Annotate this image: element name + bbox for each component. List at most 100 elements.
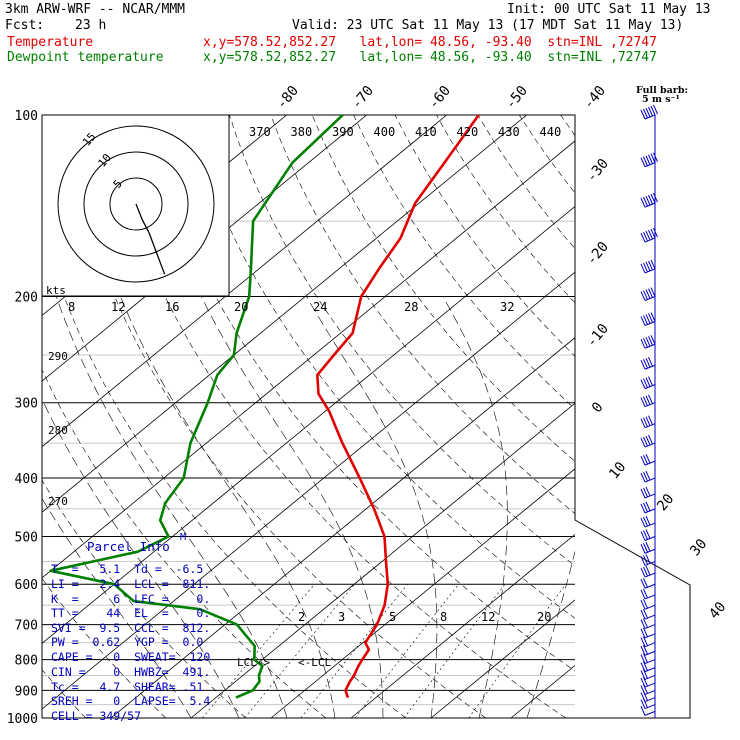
pressure-tick-label: 1000 — [7, 712, 38, 727]
isotherm-label: -50 — [503, 83, 532, 113]
wind-barb-flag — [643, 627, 648, 637]
frame-outline — [41, 114, 691, 719]
dewpoint-line — [49, 114, 344, 699]
wind-barb-flag — [643, 516, 648, 527]
wind-barb-flag — [643, 555, 648, 565]
temperature-legend-info: x,y=578.52,852.27 lat,lon= 48.56, -93.40… — [203, 35, 657, 50]
isotherm-line — [510, 665, 575, 719]
wind-barb-flag — [640, 567, 646, 578]
theta-label: 410 — [415, 125, 437, 139]
hodo-speed-label: 32 — [500, 300, 514, 314]
wind-barb — [640, 565, 656, 578]
isotherm-line — [430, 599, 575, 719]
wind-barb-flag — [640, 109, 646, 120]
wind-barb-flag — [640, 579, 646, 589]
wind-barb-flag — [640, 397, 646, 407]
dry-adiabat-line — [0, 115, 6, 718]
wind-barb — [640, 542, 656, 554]
hodograph-trace — [135, 203, 166, 275]
dry-adiabat-line — [643, 115, 740, 718]
wind-barb-flag — [643, 315, 648, 325]
pressure-tick-label: 300 — [15, 397, 38, 412]
wind-barb — [640, 501, 656, 514]
wind-barb-flag — [643, 661, 648, 671]
marker-label: M — [180, 532, 186, 543]
dry-adiabat-line — [42, 368, 326, 719]
dry-adiabat-line — [42, 226, 406, 719]
hodo-speed-label: 28 — [404, 300, 418, 314]
isotherm-label: -70 — [349, 83, 378, 113]
dry-adiabat-line — [685, 115, 740, 718]
wind-barb-flag — [640, 488, 646, 499]
theta-label: 370 — [249, 125, 271, 139]
wind-barb-staff — [644, 682, 656, 688]
wind-barb-flag — [653, 104, 658, 115]
init-time: Init: 00 UTC Sat 11 May 13 — [507, 2, 711, 17]
wind-barb-flag — [643, 290, 648, 300]
wind-barb-flag — [645, 314, 651, 324]
parcel-info-line: CIN = 0 HWBZ= 491. — [51, 665, 211, 679]
wind-barb-flag — [645, 565, 651, 576]
background-grid — [0, 115, 740, 719]
clipped-grid — [0, 115, 740, 719]
wind-barb-flag — [650, 105, 656, 116]
hodograph-ring — [109, 177, 163, 231]
wind-barb-flag — [640, 619, 646, 629]
wind-barb-flag — [648, 260, 653, 271]
wind-barb-flag — [643, 338, 648, 348]
parcel-info-line: CAPE = 0 SWEAT= 120 — [51, 650, 211, 664]
dry-adiabat-line — [477, 115, 575, 250]
mixing-ratio-label: 12 — [481, 610, 495, 624]
wind-barb-staff — [644, 689, 656, 695]
wind-barb-flag — [648, 313, 653, 323]
wind-barb-flag — [640, 339, 646, 349]
wind-barb-flag — [643, 262, 648, 273]
dewpoint-legend-label: Dewpoint temperature — [7, 50, 164, 65]
wind-barb-flag — [640, 472, 646, 483]
parcel-info-line: PW = 0.62 YGP = 0.0 — [51, 635, 204, 649]
wind-barb-flag — [643, 417, 648, 427]
theta-label: 390 — [332, 125, 354, 139]
wind-barb-flag — [645, 230, 651, 241]
theta-label: 430 — [498, 125, 520, 139]
wind-barb-flag — [640, 599, 646, 610]
dry-adiabat-line — [518, 115, 575, 194]
pressure-tick-label: 700 — [15, 619, 38, 634]
dewpoint-legend-info: x,y=578.52,852.27 lat,lon= 48.56, -93.40… — [203, 50, 657, 65]
isotherm-label: 20 — [654, 491, 677, 514]
pressure-tick-label: 800 — [15, 654, 38, 669]
wind-barb-flag — [653, 192, 658, 203]
wind-barb-flag — [643, 396, 648, 406]
wind-barb-flag — [650, 335, 656, 345]
wind-barb-flag — [640, 654, 646, 664]
forecast-label: Fcst: — [5, 18, 45, 33]
wind-barb-flag — [645, 542, 651, 552]
isotherm-label: -10 — [584, 321, 613, 351]
wind-barb — [640, 554, 656, 566]
wind-barb-flag — [640, 692, 646, 702]
parcel-info-line: CELL = 349/57 — [51, 709, 142, 723]
mixing-ratio-label: 2 — [298, 610, 305, 624]
wind-barb-flag — [640, 437, 646, 448]
mixing-ratio-label: 5 — [389, 610, 396, 624]
hodograph-ring — [57, 125, 215, 283]
mixing-ratio-label: 20 — [537, 610, 551, 624]
wind-barb-flag — [640, 556, 646, 566]
moist-adiabat-line — [56, 296, 288, 719]
moist-adiabat-line — [306, 296, 438, 719]
barb-legend-title: Full barb: — [636, 85, 688, 96]
wind-barb — [640, 259, 656, 274]
wind-barb-flag — [645, 155, 651, 165]
hodo-speed-label: 12 — [111, 300, 125, 314]
temperature-legend-label: Temperature — [7, 35, 94, 50]
parcel-info-line: K = 6 LFC = 0. — [51, 592, 211, 606]
wind-barb — [640, 578, 656, 589]
theta-label: 440 — [540, 125, 562, 139]
wind-barb-flag — [648, 154, 653, 164]
wind-barb-flag — [640, 418, 646, 428]
dry-adiabat-line — [602, 115, 740, 718]
wind-barb — [640, 588, 656, 600]
mixing-ratio-line — [202, 584, 315, 719]
wind-barb-flag — [648, 288, 653, 298]
dry-adiabat-line — [42, 577, 167, 719]
